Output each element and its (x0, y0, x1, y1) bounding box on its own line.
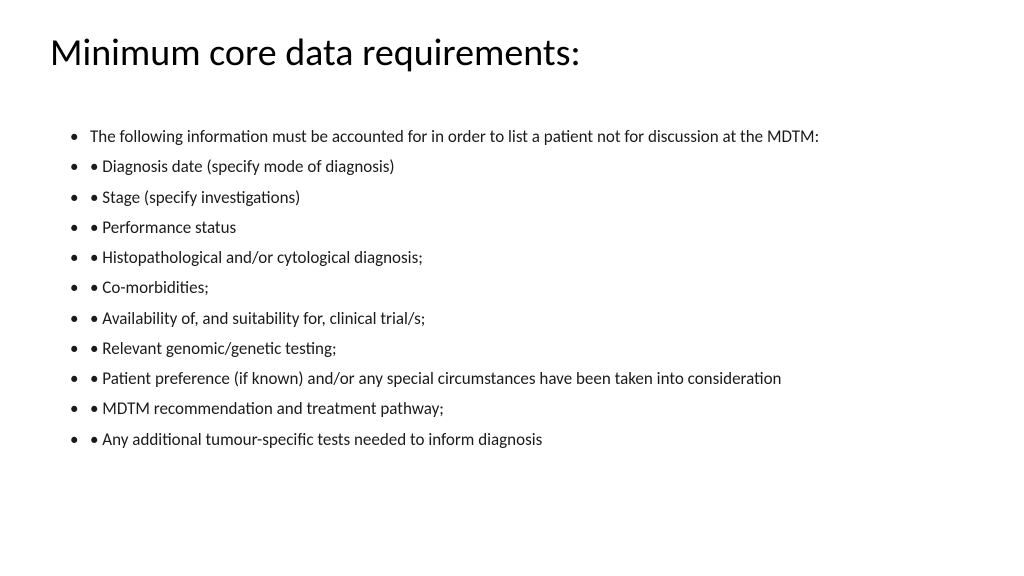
list-item: • Diagnosis date (specify mode of diagno… (70, 156, 974, 177)
list-item: • Any additional tumour-specific tests n… (70, 429, 974, 450)
list-item: • Relevant genomic/genetic testing; (70, 338, 974, 359)
list-item: • Stage (specify investigations) (70, 187, 974, 208)
bullet-list: The following information must be accoun… (50, 126, 974, 450)
list-item: The following information must be accoun… (70, 126, 974, 147)
list-item: • Co-morbidities; (70, 277, 974, 298)
list-item: • Availability of, and suitability for, … (70, 308, 974, 329)
slide-title: Minimum core data requirements: (50, 30, 974, 76)
list-item: • Performance status (70, 217, 974, 238)
list-item: • MDTM recommendation and treatment path… (70, 398, 974, 419)
list-item: • Histopathological and/or cytological d… (70, 247, 974, 268)
list-item: • Patient preference (if known) and/or a… (70, 368, 974, 389)
